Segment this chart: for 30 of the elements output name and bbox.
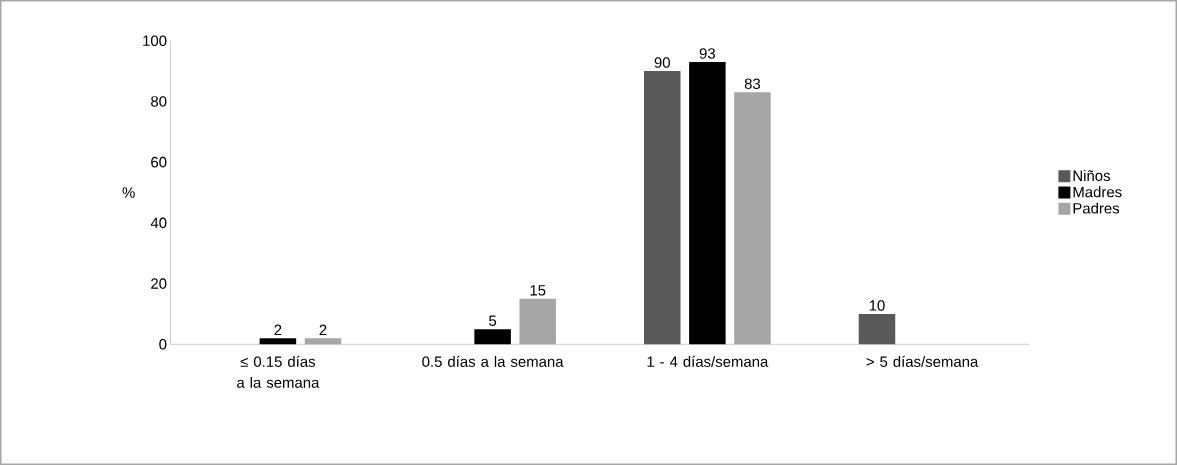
y-tick-label: 80 <box>151 96 167 107</box>
x-tick-label: > 5 días/semana <box>866 355 979 367</box>
y-axis-title: % <box>122 187 135 198</box>
data-label: 2 <box>319 324 327 336</box>
legend-label: Padres <box>1073 202 1120 214</box>
y-tick-label: 0 <box>159 339 167 350</box>
bar <box>519 298 556 345</box>
bar <box>304 338 342 345</box>
x-tick-label: ≤ 0.15 días a la semana <box>237 355 320 388</box>
bar <box>259 338 297 345</box>
bar <box>644 71 681 345</box>
data-label: 90 <box>654 57 670 68</box>
y-tick-label: 40 <box>150 217 167 229</box>
bar <box>858 314 896 345</box>
legend-label: Niños <box>1073 170 1110 182</box>
data-label: 2 <box>274 324 282 336</box>
y-tick-label: 60 <box>151 156 167 168</box>
data-label: 10 <box>869 300 885 311</box>
x-tick-label: 1 - 4 días/semana <box>647 355 769 367</box>
data-label: 93 <box>699 48 715 59</box>
x-tick-label: 0.5 días a la semana <box>422 355 564 367</box>
legend-label: Madres <box>1073 186 1122 198</box>
data-label: 83 <box>744 78 761 90</box>
data-label: 5 <box>489 315 497 326</box>
data-label: 15 <box>530 285 546 296</box>
y-tick-label: 100 <box>143 35 167 47</box>
bar <box>734 92 771 345</box>
bar <box>689 62 726 345</box>
y-tick-label: 20 <box>151 278 167 289</box>
bar <box>474 329 511 345</box>
